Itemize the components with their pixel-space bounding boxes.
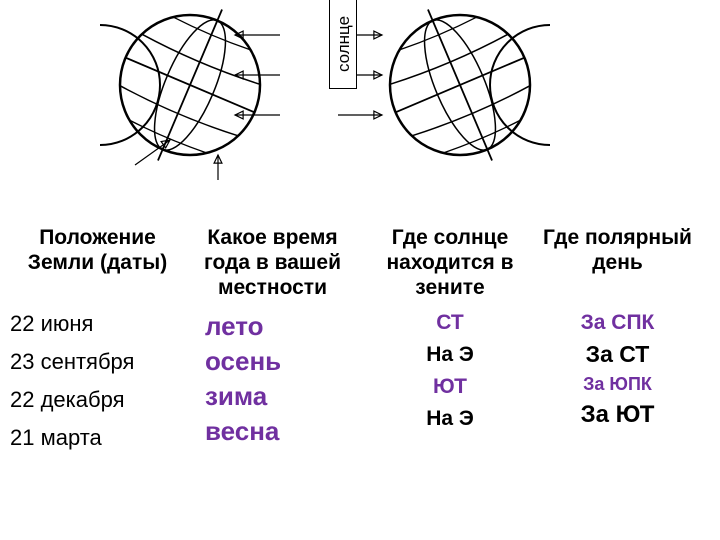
sun-box: солнце bbox=[329, 0, 357, 89]
header-polar: Где полярный день bbox=[540, 225, 695, 301]
table-row: СТ bbox=[360, 311, 540, 335]
header-zenith: Где солнце находится в зените bbox=[360, 225, 540, 301]
table-row: За СТ bbox=[540, 341, 695, 368]
col-dates: 22 июня 23 сентября 22 декабря 21 марта bbox=[10, 311, 185, 463]
sun-label: солнце bbox=[334, 16, 353, 72]
table-row: За СПК bbox=[540, 311, 695, 335]
table-row: 21 марта bbox=[10, 425, 185, 451]
data-table: Положение Земли (даты) Какое время года … bbox=[0, 225, 720, 463]
table-body: 22 июня 23 сентября 22 декабря 21 марта лет… bbox=[10, 311, 710, 463]
sun-earth-diagram: солнце bbox=[0, 0, 720, 220]
table-row: осень bbox=[185, 346, 360, 377]
table-row: На Э bbox=[360, 407, 540, 431]
col-zenith: СТ На Э ЮТ На Э bbox=[360, 311, 540, 463]
col-polar: За СПК За СТ За ЮПК За ЮТ bbox=[540, 311, 695, 463]
table-row: зима bbox=[185, 381, 360, 412]
header-season: Какое время года в вашей местности bbox=[185, 225, 360, 301]
table-row: На Э bbox=[360, 343, 540, 367]
table-row: 22 декабря bbox=[10, 387, 185, 413]
col-seasons: лето осень зима весна bbox=[185, 311, 360, 463]
table-row: ЮТ bbox=[360, 375, 540, 399]
table-row: весна bbox=[185, 416, 360, 447]
table-row: лето bbox=[185, 311, 360, 342]
table-row: За ЮТ bbox=[540, 401, 695, 429]
header-position: Положение Земли (даты) bbox=[10, 225, 185, 301]
table-row: За ЮПК bbox=[540, 374, 695, 395]
globe-left bbox=[0, 0, 720, 220]
table-row: 22 июня bbox=[10, 311, 185, 337]
table-header-row: Положение Земли (даты) Какое время года … bbox=[10, 225, 710, 301]
table-row: 23 сентября bbox=[10, 349, 185, 375]
